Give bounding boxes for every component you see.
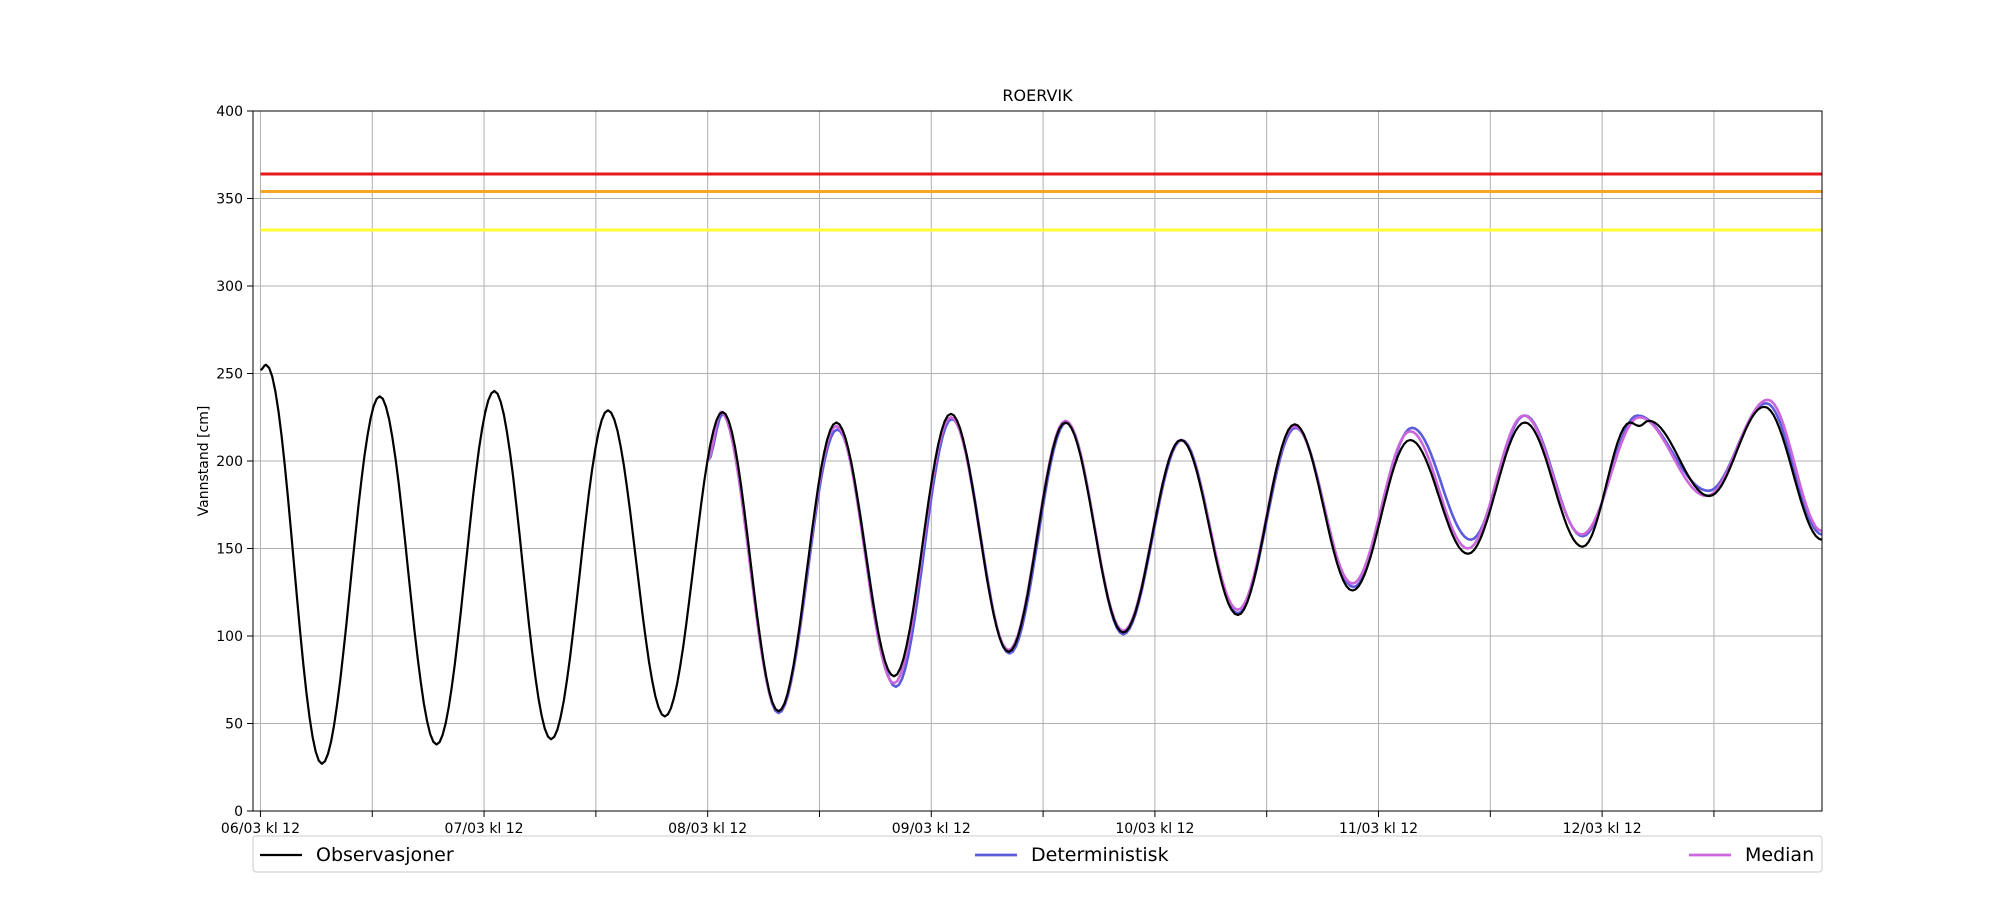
x-tick-label: 07/03 kl 12 <box>445 821 524 837</box>
x-tick-label: 09/03 kl 12 <box>892 821 971 837</box>
legend-label: Deterministisk <box>1031 844 1169 866</box>
y-axis-label: Vannstand [cm] <box>196 406 212 517</box>
y-tick-label: 50 <box>225 717 243 733</box>
y-tick-label: 100 <box>216 629 243 645</box>
legend-label: Median <box>1745 844 1814 866</box>
chart-title: ROERVIK <box>1002 86 1073 105</box>
legend: Observasjoner Deterministisk Median <box>252 835 1823 873</box>
series-line-0 <box>259 363 1823 765</box>
y-tick-label: 200 <box>216 454 243 470</box>
x-tick-label: 08/03 kl 12 <box>668 821 747 837</box>
y-tick-label: 150 <box>216 542 243 558</box>
x-tick-label: 11/03 kl 12 <box>1339 821 1418 837</box>
legend-label: Observasjoner <box>316 844 454 866</box>
x-tick-label: 12/03 kl 12 <box>1563 821 1642 837</box>
y-tick-label: 350 <box>216 192 243 208</box>
x-tick-label: 06/03 kl 12 <box>221 821 300 837</box>
legend-box <box>252 835 1823 873</box>
series-lines <box>259 363 1823 765</box>
y-tick-label: 400 <box>216 104 243 120</box>
y-tick-label: 250 <box>216 367 243 383</box>
x-tick-label: 10/03 kl 12 <box>1115 821 1194 837</box>
threshold-lines <box>260 172 1822 232</box>
y-axis-ticks: 0 50 100 150 200 250 300 350 400 <box>216 104 253 820</box>
x-axis-ticks: 06/03 kl 12 07/03 kl 12 08/03 kl 12 09/03 k… <box>221 811 1715 837</box>
y-tick-label: 300 <box>216 279 243 295</box>
y-tick-label: 0 <box>234 804 243 820</box>
